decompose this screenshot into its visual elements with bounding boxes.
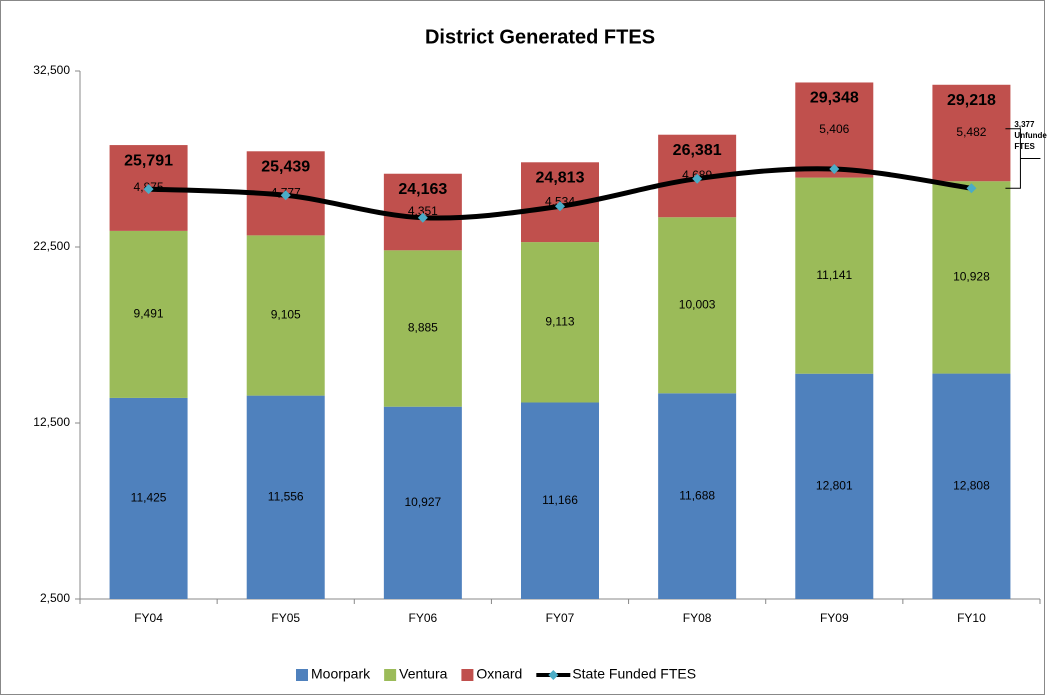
marker	[966, 183, 977, 194]
y-tick-label: 12,500	[33, 415, 70, 429]
marker	[417, 212, 428, 223]
total-label: 25,439	[261, 158, 310, 175]
value-label: 5,482	[956, 125, 986, 139]
value-label: 12,808	[953, 478, 990, 492]
annotation-bracket	[1005, 128, 1041, 189]
bar-segment	[521, 242, 599, 403]
marker	[692, 173, 703, 184]
bar-segment	[795, 82, 874, 178]
value-label: 4,351	[408, 204, 438, 218]
value-label: 11,556	[268, 489, 304, 503]
legend-label: Oxnard	[476, 666, 522, 682]
legend-label: Moorpark	[311, 666, 371, 682]
marker	[280, 190, 291, 201]
legend-marker	[548, 670, 559, 680]
total-label: 24,813	[536, 170, 585, 187]
total-label: 26,381	[673, 142, 722, 159]
x-tick-label: FY08	[683, 611, 712, 625]
value-label: 10,928	[953, 270, 990, 284]
annotation: Unfunded	[1014, 131, 1047, 140]
y-tick-label: 32,500	[33, 63, 70, 77]
bar-segment	[658, 393, 737, 599]
x-tick-label: FY10	[957, 611, 986, 625]
legend-label: State Funded FTES	[572, 666, 696, 682]
total-label: 25,791	[124, 152, 173, 169]
total-label: 24,163	[398, 181, 447, 198]
legend-swatch	[296, 669, 308, 681]
bar-segment	[795, 373, 874, 599]
x-tick-label: FY07	[546, 611, 575, 625]
bar-segment	[109, 230, 188, 398]
bar-segment	[795, 177, 874, 374]
legend-swatch	[461, 669, 474, 681]
bar-segment	[521, 402, 599, 599]
bar-segment	[932, 373, 1011, 599]
value-label: 10,003	[679, 297, 716, 311]
bar-segment	[383, 250, 462, 407]
value-label: 5,406	[819, 122, 849, 136]
x-tick-label: FY09	[820, 611, 849, 625]
bar-segment	[109, 397, 188, 599]
value-label: 12,801	[816, 479, 853, 493]
total-label: 29,348	[810, 90, 859, 107]
chart-title: District Generated FTES	[425, 26, 655, 48]
value-label: 11,688	[679, 488, 715, 502]
bar-segment	[932, 181, 1011, 374]
bar-segment	[246, 235, 325, 396]
value-label: 11,141	[816, 268, 852, 282]
y-tick-label: 2,500	[40, 591, 70, 605]
marker	[555, 201, 565, 212]
value-label: 10,927	[405, 495, 442, 509]
total-label: 29,218	[947, 92, 996, 109]
value-label: 8,885	[408, 321, 438, 335]
bar-segment	[932, 84, 1011, 182]
annotation: FTES	[1014, 142, 1035, 151]
bar-segment	[383, 406, 462, 599]
value-label: 9,113	[545, 314, 574, 328]
legend-label: Ventura	[399, 666, 447, 682]
marker	[829, 164, 840, 175]
marker	[143, 184, 154, 195]
bar-segment	[658, 217, 737, 394]
value-label: 9,491	[134, 307, 164, 321]
bar-segment	[246, 395, 325, 599]
x-tick-label: FY05	[271, 611, 300, 625]
value-label: 11,425	[131, 491, 167, 505]
value-label: 9,105	[271, 308, 301, 322]
x-tick-label: FY06	[409, 611, 438, 625]
value-label: 11,166	[542, 493, 578, 507]
bar-segment	[383, 173, 462, 251]
legend-swatch	[384, 669, 397, 681]
x-tick-label: FY04	[134, 611, 163, 625]
y-tick-label: 22,500	[33, 239, 70, 253]
annotation: 3,377	[1014, 120, 1035, 129]
